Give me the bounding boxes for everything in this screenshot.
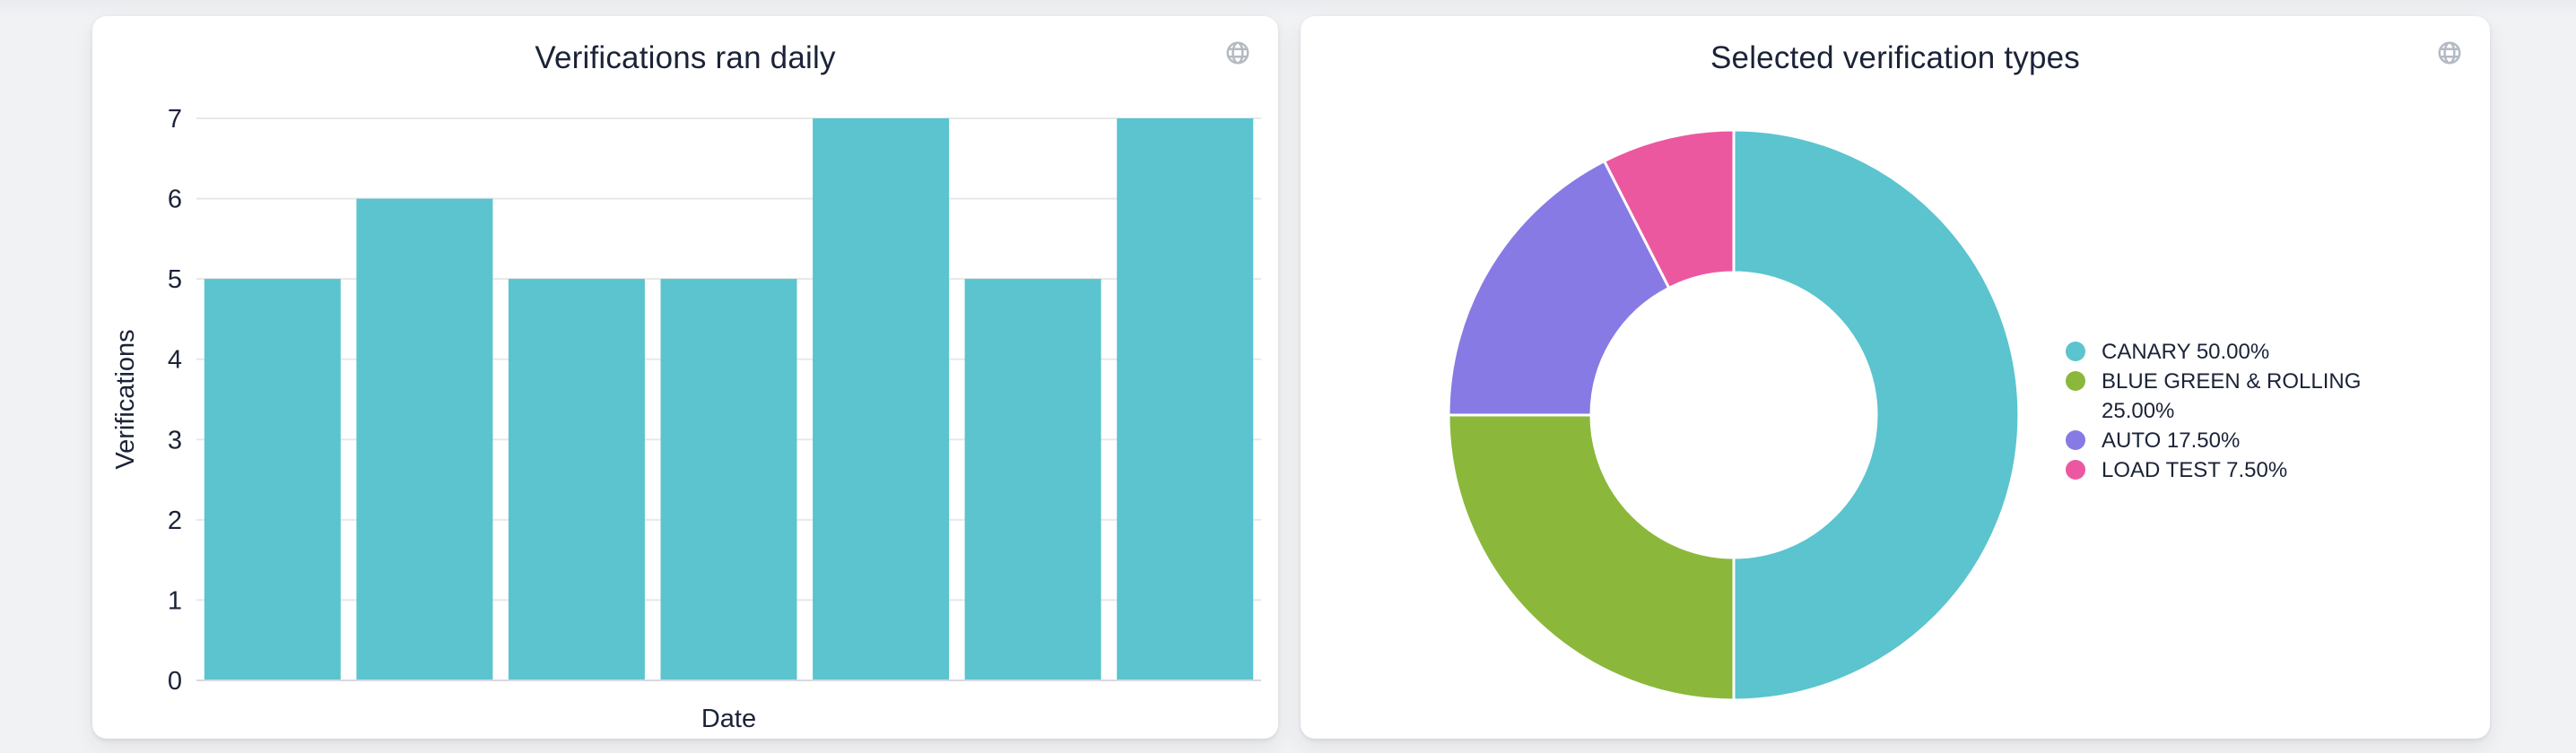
- y-tick-label: 2: [168, 506, 182, 535]
- bar[interactable]: [964, 279, 1101, 680]
- y-tick-label: 4: [168, 346, 182, 375]
- y-tick-label: 1: [168, 586, 182, 615]
- legend-item-load-test[interactable]: LOAD TEST 7.50%: [2066, 455, 2371, 485]
- legend-item-canary[interactable]: CANARY 50.00%: [2066, 337, 2371, 367]
- legend-dot: [2066, 342, 2085, 361]
- bar[interactable]: [813, 118, 950, 680]
- card-selected-verification-types: Selected verification types CANARY 50.00…: [1301, 16, 2490, 739]
- donut-slice-canary[interactable]: [1732, 128, 2021, 702]
- y-tick-label: 0: [168, 667, 182, 696]
- legend-item-blue-green-rolling[interactable]: BLUE GREEN & ROLLING 25.00%: [2066, 367, 2371, 426]
- chart-title-daily: Verifications ran daily: [535, 40, 836, 75]
- y-tick-label: 5: [168, 265, 182, 294]
- legend-label: LOAD TEST 7.50%: [2102, 458, 2288, 482]
- bar[interactable]: [356, 198, 493, 681]
- donut-slice-load-test[interactable]: [1603, 128, 1736, 290]
- donut-legend: CANARY 50.00% BLUE GREEN & ROLLING 25.00%…: [2066, 337, 2371, 485]
- y-tick-label: 6: [168, 186, 182, 214]
- legend-label: CANARY 50.00%: [2102, 340, 2270, 364]
- card-verifications-ran-daily: Verifications ran daily 0 1 2 3 4 5 6 7 Date Veri…: [92, 16, 1278, 739]
- y-tick-label: 3: [168, 426, 182, 454]
- bar[interactable]: [204, 279, 341, 680]
- chart-title-types: Selected verification types: [1710, 40, 2080, 75]
- x-axis-title: Date: [701, 705, 756, 733]
- legend-dot: [2066, 430, 2085, 450]
- legend-dot: [2066, 371, 2085, 391]
- donut-slice-blue-green-rolling[interactable]: [1447, 413, 1736, 702]
- bar[interactable]: [1117, 118, 1254, 680]
- donut-slice-auto[interactable]: [1447, 160, 1671, 417]
- y-axis-title: Verifications: [111, 329, 140, 469]
- globe-icon[interactable]: [1224, 39, 1251, 66]
- legend-label: BLUE GREEN & ROLLING 25.00%: [2102, 369, 2362, 423]
- donut-chart-verification-types[interactable]: [1301, 16, 2490, 739]
- legend-label: AUTO 17.50%: [2102, 428, 2241, 453]
- y-tick-label: 7: [168, 105, 182, 134]
- bar[interactable]: [508, 279, 645, 680]
- legend-item-auto[interactable]: AUTO 17.50%: [2066, 426, 2371, 455]
- legend-dot: [2066, 460, 2085, 480]
- bar-chart-verifications-daily[interactable]: 0 1 2 3 4 5 6 7 Date Verifications: [92, 16, 1278, 739]
- bar[interactable]: [660, 279, 797, 680]
- globe-icon[interactable]: [2436, 39, 2463, 66]
